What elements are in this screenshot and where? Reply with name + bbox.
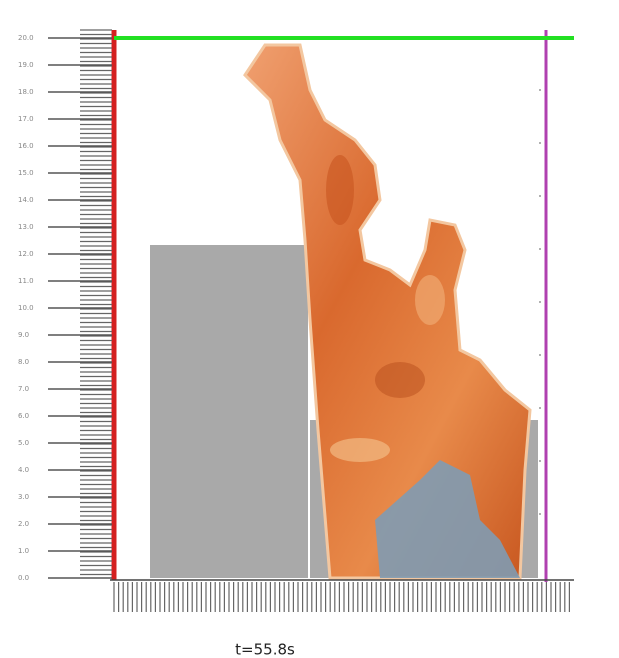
caption: t=55.8s bbox=[235, 641, 295, 658]
marker-dot bbox=[539, 513, 541, 515]
ruler-label: 7.0 bbox=[18, 385, 29, 393]
ruler-label: 16.0 bbox=[18, 142, 34, 150]
marker-dot bbox=[539, 301, 541, 303]
ruler-label: 19.0 bbox=[18, 61, 34, 69]
marker-dot bbox=[539, 407, 541, 409]
texture bbox=[415, 275, 445, 325]
ruler-label: 14.0 bbox=[18, 196, 34, 204]
texture bbox=[330, 438, 390, 462]
ruler-label: 9.0 bbox=[18, 331, 29, 339]
marker-dot bbox=[539, 354, 541, 356]
ruler-label: 2.0 bbox=[18, 520, 29, 528]
ruler-label: 1.0 bbox=[18, 547, 29, 555]
texture bbox=[375, 362, 425, 398]
marker-dot bbox=[539, 142, 541, 144]
visualization: t=55.8s 20.0 19.0 18.0 17.0 16.0 15.0 14.0 13.0… bbox=[0, 0, 619, 658]
texture bbox=[326, 155, 354, 225]
ruler-label: 5.0 bbox=[18, 439, 29, 447]
ruler-label: 12.0 bbox=[18, 250, 34, 258]
ruler-label: 15.0 bbox=[18, 169, 34, 177]
ruler-label: 8.0 bbox=[18, 358, 29, 366]
marker-dot bbox=[539, 195, 541, 197]
ruler-label: 4.0 bbox=[18, 466, 29, 474]
marker-dot bbox=[539, 460, 541, 462]
marker-dot bbox=[539, 89, 541, 91]
ruler-label: 10.0 bbox=[18, 304, 34, 312]
marker-dot bbox=[539, 248, 541, 250]
gray-block bbox=[150, 245, 308, 578]
ruler-label: 13.0 bbox=[18, 223, 34, 231]
ruler-label: 11.0 bbox=[18, 277, 34, 285]
ruler-label: 0.0 bbox=[18, 574, 29, 582]
ruler-label: 6.0 bbox=[18, 412, 29, 420]
page: t=55.8s 20.0 19.0 18.0 17.0 16.0 15.0 14.0 13.0… bbox=[0, 0, 619, 658]
ruler-label: 17.0 bbox=[18, 115, 34, 123]
ruler-label: 20.0 bbox=[18, 34, 34, 42]
ruler-label: 18.0 bbox=[18, 88, 34, 96]
ruler-label: 3.0 bbox=[18, 493, 29, 501]
